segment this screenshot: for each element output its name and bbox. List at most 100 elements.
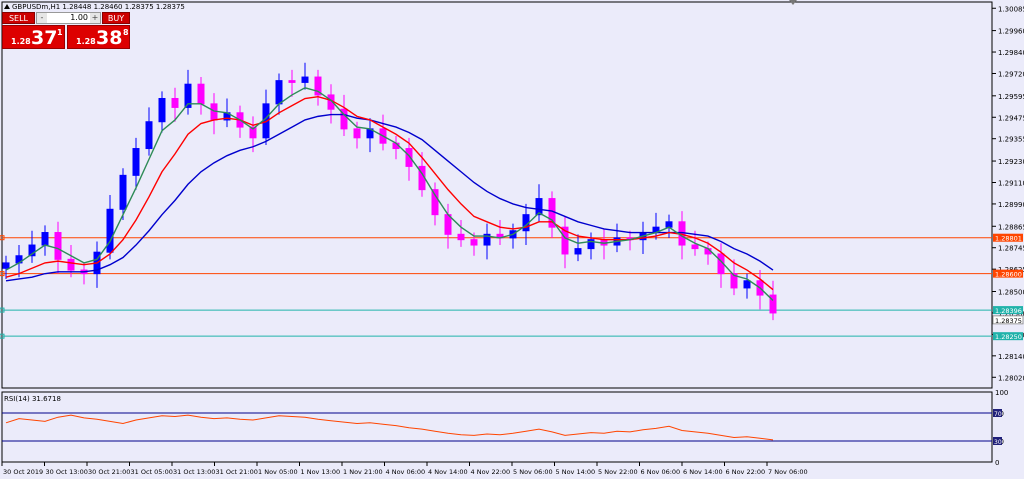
candle-body <box>353 128 361 139</box>
candle-body <box>470 239 478 246</box>
level-line-anchor <box>0 271 5 277</box>
sell-price-pips: 37 <box>31 27 58 49</box>
lot-size-field[interactable]: - 1.00 + <box>36 12 101 24</box>
x-axis-tick-label: 31 Oct 05:00 <box>131 468 173 476</box>
main-chart-title: GBPUSDm,H1 1.28448 1.28460 1.28375 1.283… <box>12 3 185 11</box>
x-axis-tick-label: 30 Oct 2019 <box>3 468 43 476</box>
ema-mid-line <box>5 95 774 291</box>
rsi-level-tag-label: 30 <box>994 439 1002 446</box>
lot-size-value[interactable]: 1.00 <box>70 13 88 22</box>
y-axis-tick-label: 1.29110 <box>998 179 1024 187</box>
rsi-line <box>5 414 774 441</box>
chart-title-arrow-icon <box>4 4 10 9</box>
x-axis-tick-label: 6 Nov 14:00 <box>683 468 723 476</box>
candle-body <box>561 226 569 255</box>
x-axis-tick-label: 30 Oct 13:00 <box>46 468 88 476</box>
candle-body <box>691 244 699 250</box>
candle-body <box>340 108 348 130</box>
level-price-tag-label: 1.28396 <box>995 307 1022 315</box>
y-axis-tick-label: 1.29355 <box>998 136 1024 144</box>
x-axis-tick-label: 31 Oct 13:00 <box>173 468 215 476</box>
x-axis-tick-label: 1 Nov 13:00 <box>301 468 341 476</box>
y-axis-tick-label: 1.30085 <box>998 5 1024 13</box>
y-axis-tick-label: 1.29230 <box>998 158 1024 166</box>
buy-price-pips: 38 <box>96 27 123 49</box>
level-price-tag-label: 1.28600 <box>995 271 1022 279</box>
sell-price-fraction: 1 <box>57 28 63 37</box>
y-axis-tick-label: 1.29595 <box>998 93 1024 101</box>
chart-shift-marker <box>789 0 797 5</box>
x-axis-tick-label: 1 Nov 21:00 <box>343 468 383 476</box>
x-axis-tick-label: 1 Nov 05:00 <box>258 468 298 476</box>
x-axis-tick-label: 31 Oct 21:00 <box>216 468 258 476</box>
candle-body <box>405 148 413 167</box>
x-axis-tick-label: 6 Nov 22:00 <box>726 468 766 476</box>
ema-slow-line <box>5 113 774 282</box>
rsi-y-tick-label: 0 <box>995 459 999 467</box>
candle-body <box>535 198 543 216</box>
lot-decrease-button[interactable]: - <box>37 13 47 23</box>
rsi-level-tag-label: 70 <box>994 411 1002 418</box>
current-price-tag <box>992 315 1024 325</box>
rsi-level-tag <box>993 409 1002 417</box>
level-price-tag <box>993 332 1023 341</box>
y-axis-tick-label: 1.29720 <box>998 70 1024 78</box>
candle-body <box>158 98 166 123</box>
candle-body <box>106 208 114 253</box>
y-axis-tick-label: 1.28990 <box>998 201 1024 209</box>
candle-body <box>574 248 582 255</box>
sell-button[interactable]: SELL <box>2 12 35 24</box>
level-price-tag-label: 1.28250 <box>995 333 1022 341</box>
y-axis-tick-label: 1.28500 <box>998 289 1024 297</box>
candle-body <box>145 121 153 150</box>
y-axis-tick-label: 1.28140 <box>998 353 1024 361</box>
x-axis-tick-label: 5 Nov 14:00 <box>556 468 596 476</box>
buy-price-box[interactable]: 1.28 38 8 <box>67 25 130 49</box>
level-line-anchor <box>0 235 5 241</box>
rsi-plot-frame <box>1 391 993 463</box>
x-axis-tick-label: 7 Nov 06:00 <box>768 468 808 476</box>
y-axis-tick-label: 1.28865 <box>998 223 1024 231</box>
candle-body <box>665 221 673 228</box>
buy-price-prefix: 1.28 <box>76 37 96 46</box>
candle-body <box>119 174 127 210</box>
candle-body <box>288 80 296 83</box>
candle-body <box>171 98 179 108</box>
x-axis-tick-label: 4 Nov 06:00 <box>386 468 426 476</box>
candle-body <box>587 239 595 250</box>
current-price-tag-label: 1.28375 <box>995 317 1022 325</box>
candle-body <box>41 232 49 246</box>
buy-button[interactable]: BUY <box>102 12 130 24</box>
rsi-title: RSI(14) 31.6718 <box>4 395 61 403</box>
level-price-tag <box>993 306 1023 315</box>
level-line-anchor <box>0 307 5 313</box>
candle-body <box>67 258 75 271</box>
y-axis-tick-label: 1.28020 <box>998 374 1024 382</box>
main-plot-frame <box>1 1 993 389</box>
y-axis-tick-label: 1.29840 <box>998 49 1024 57</box>
candle-body <box>431 189 439 216</box>
candle-body <box>28 244 36 257</box>
level-line-anchor <box>0 333 5 339</box>
candle-body <box>730 273 738 289</box>
buy-price-fraction: 8 <box>123 28 129 37</box>
y-axis-tick-label: 1.29475 <box>998 114 1024 122</box>
level-price-tag <box>993 269 1023 278</box>
rsi-y-tick-label: 100 <box>995 389 1008 397</box>
one-click-trade-panel: SELL - 1.00 + BUY 1.28 37 1 1.28 38 8 <box>2 12 130 50</box>
candle-body <box>132 148 140 176</box>
x-axis-tick-label: 30 Oct 21:00 <box>88 468 130 476</box>
candle-body <box>54 232 62 260</box>
lot-increase-button[interactable]: + <box>90 13 100 23</box>
y-axis-tick-label: 1.28745 <box>998 245 1024 253</box>
candle-body <box>249 126 257 139</box>
candle-body <box>483 233 491 246</box>
candle-body <box>275 80 283 105</box>
sell-price-box[interactable]: 1.28 37 1 <box>2 25 65 49</box>
rsi-level-tag <box>993 437 1002 445</box>
sell-price-prefix: 1.28 <box>11 37 31 46</box>
level-price-tag-label: 1.28801 <box>995 235 1022 243</box>
candle-body <box>301 76 309 83</box>
level-price-tag <box>993 233 1023 242</box>
